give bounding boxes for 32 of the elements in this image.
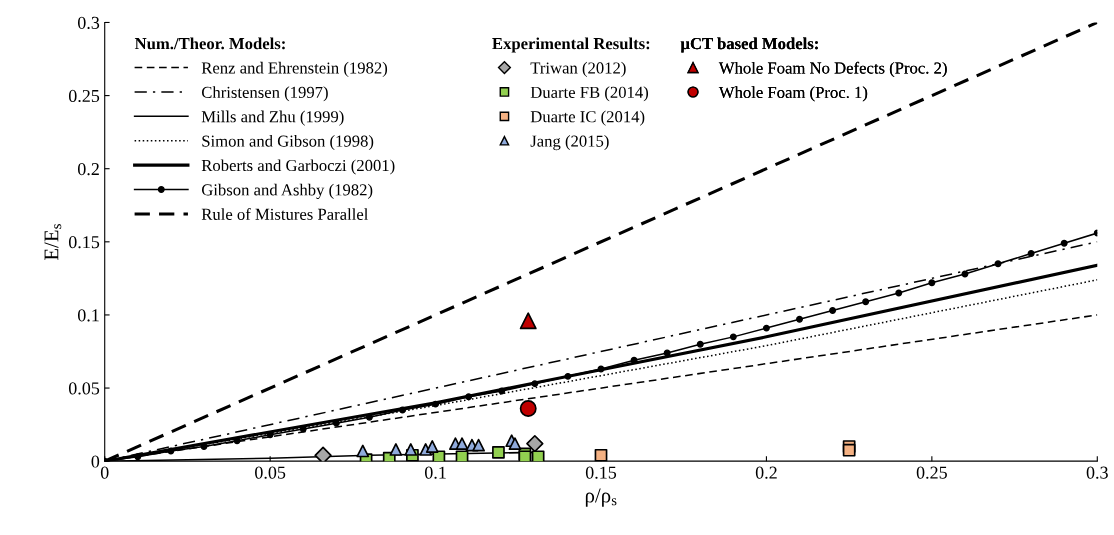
legend-label: Whole Foam No Defects (Proc. 2) [718,61,947,78]
x-tick-label: 0 [100,466,109,479]
y-tick-label: 0 [91,455,100,468]
annotation: μCT based Models: [680,37,818,53]
y-tick-label: 0.2 [77,162,99,176]
legend-label: Roberts and Garboczi (2001) [201,159,395,175]
x-tick-label: 0.2 [755,466,777,479]
x-tick-label: 0.1 [424,466,446,479]
x-tick-label: 0.05 [255,466,286,479]
annotation: Num./Theor. Models: [134,37,285,50]
legend-label: Mills and Zhu (1999) [201,110,344,126]
legend-label: Rule of Mistures Parallel [201,208,369,220]
legend-label: Jang (2015) [530,135,609,151]
x-tick-label: 0.25 [916,466,947,479]
annotation: Experimental Results: [492,37,650,53]
x-tick-label: 0.3 [1086,466,1108,479]
legend-label: Duarte FB (2014) [530,86,649,102]
y-tick-label: 0.1 [77,309,99,322]
x-tick-label: 0.15 [585,466,617,479]
y-tick-label: 0.25 [68,89,100,103]
y-axis-title: E/E$_{s}$ [44,224,62,261]
legend-label: Triwan (2012) [530,61,626,77]
legend-label: Gibson and Ashby (1982) [201,183,373,199]
x-axis-title: ρ/ρ$_{s}$ [585,488,617,507]
y-tick-label: 0.15 [68,236,100,249]
y-tick-label: 0.3 [77,16,100,29]
legend-label: Duarte IC (2014) [530,110,645,126]
legend-label: Renz and Ehrenstein (1982) [201,61,388,77]
legend-label: Simon and Gibson (1998) [202,135,374,151]
y-tick-label: 0.05 [68,382,100,395]
legend-label: Christensen (1997) [201,86,328,102]
legend-label: Whole Foam (Proc. 1) [718,86,868,102]
